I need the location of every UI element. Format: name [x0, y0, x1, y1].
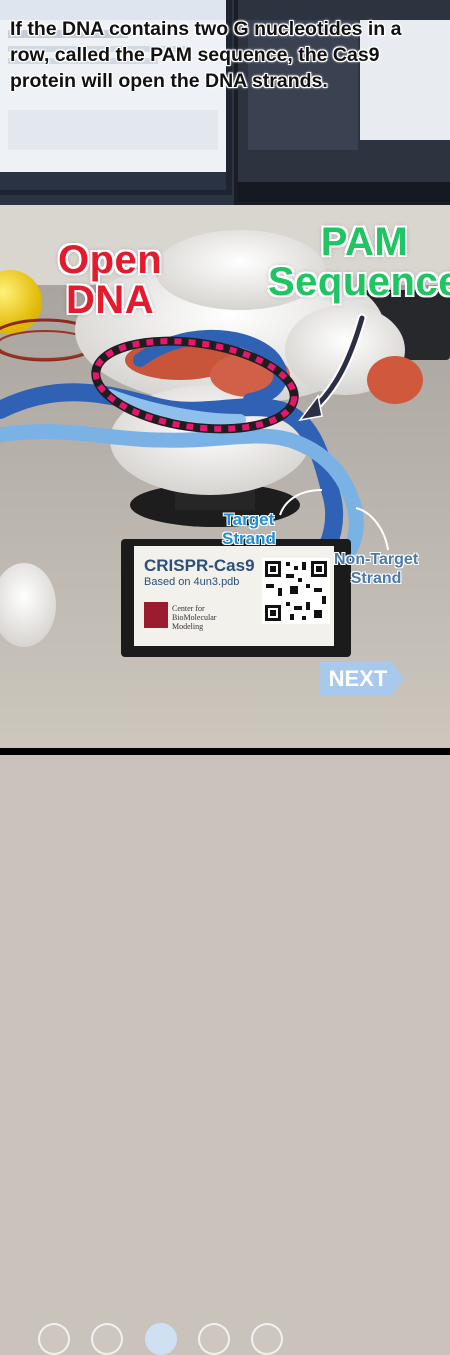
non-target-strand-label: Non-Target Strand: [334, 550, 418, 588]
non-target-strand-label-line1: Non-Target: [334, 551, 419, 568]
plaque-title: CRISPR-Cas9: [144, 556, 255, 575]
plaque-subtitle: Based on 4un3.pdb: [144, 576, 240, 588]
page-dot-1[interactable]: [38, 1323, 70, 1355]
qr-code: [262, 558, 330, 624]
open-dna-label-line2: DNA: [65, 278, 155, 322]
next-button[interactable]: NEXT: [320, 662, 404, 695]
page-dot-4[interactable]: [198, 1323, 230, 1355]
plaque-organization: Center for BioMolecular Modeling: [172, 604, 216, 631]
target-strand-label-line2: Strand: [222, 529, 276, 548]
pam-sequence-label-line1: PAM: [320, 220, 409, 264]
page-dot-3[interactable]: [145, 1323, 177, 1355]
page-dot-5[interactable]: [251, 1323, 283, 1355]
next-button-label: NEXT: [328, 666, 388, 691]
non-target-strand-label-line2: Strand: [350, 570, 402, 587]
page-dot-2[interactable]: [91, 1323, 123, 1355]
target-strand-label: Target Strand: [222, 510, 276, 548]
next-button-shape: [320, 662, 404, 695]
bottom-edge: [0, 748, 450, 755]
open-dna-label: Open DNA: [57, 238, 163, 322]
plaque-org-line3: Modeling: [172, 622, 204, 631]
pam-sequence-label: PAM Sequence: [268, 222, 450, 302]
photo-background: [0, 0, 450, 755]
photo-scene: [0, 0, 450, 755]
msoe-logo: [144, 602, 168, 628]
plaque-org-line1: Center for: [172, 604, 205, 613]
pam-sequence-label-line2: Sequence: [268, 260, 450, 304]
instruction-caption: If the DNA contains two G nucleotides in…: [10, 18, 402, 92]
plaque-org-line2: BioMolecular: [172, 613, 217, 622]
qr-code-pattern: [265, 561, 327, 621]
open-dna-label-line1: Open: [57, 238, 163, 282]
target-strand-label-line1: Target: [223, 510, 275, 529]
